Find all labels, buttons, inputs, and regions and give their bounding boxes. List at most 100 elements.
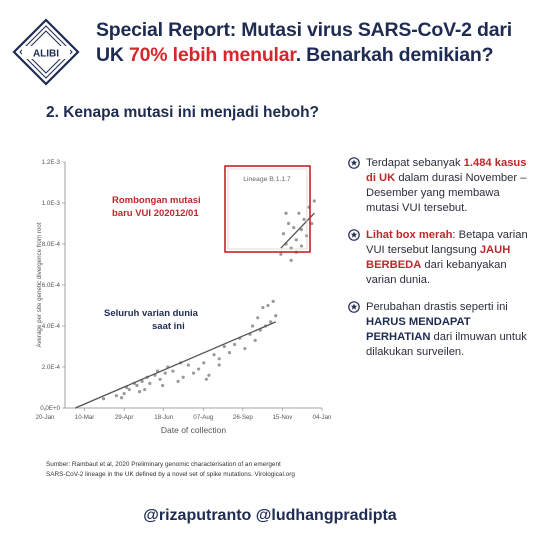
bullet-item: Terdapat sebanyak 1.484 kasus di UK dala… <box>348 156 534 216</box>
bullet-text: Terdapat sebanyak <box>366 157 464 169</box>
regression-line <box>280 212 315 249</box>
data-point-inset <box>310 221 314 226</box>
x-tick-label: 04-Jan <box>313 414 332 421</box>
x-tick-label: 15-Nov <box>272 414 293 421</box>
x-tick-label: 20-Jan <box>36 414 55 421</box>
data-point <box>135 383 139 388</box>
data-point <box>207 373 211 377</box>
inset-red-box <box>224 165 311 253</box>
data-point <box>114 394 118 398</box>
bullet-text: dalam durasi November – Desember yang me… <box>366 172 527 214</box>
data-point <box>148 381 152 385</box>
chart-axes: 20-Jan 10-Mar 29-Apr 18-Jun 07-Aug 26-Sep 15-N… <box>36 159 332 435</box>
source-citation: Sumber: Rambaut et al, 2020 Preliminary … <box>46 460 466 480</box>
bullet-highlight: Lihat box merah <box>366 229 453 241</box>
bullet-highlight: 1.484 kasus di UK <box>366 157 527 184</box>
title-highlight: 70% lebih menular <box>128 44 296 66</box>
data-point <box>197 367 201 371</box>
bullet-highlight: JAUH BERBEDA <box>366 244 511 271</box>
data-point <box>137 390 142 394</box>
title-line-1: Special Report: Mutasi virus SARS-CoV-2 … <box>96 19 512 41</box>
data-point <box>158 377 162 381</box>
source-line-1: Sumber: Rambaut et al, 2020 Preliminary … <box>46 461 281 468</box>
bullet-text: : Betapa varian VUI tersebut langsung <box>366 229 528 256</box>
data-point <box>269 320 273 324</box>
data-point <box>122 392 126 396</box>
y-tick-label: 4.0E-4 <box>42 323 61 330</box>
chart-points <box>101 199 316 401</box>
y-tick-label: 1.0E-3 <box>42 200 61 207</box>
data-point <box>212 353 216 357</box>
data-point <box>274 314 278 318</box>
logo-text: ALIBI <box>33 49 59 60</box>
y-tick-label: 6.0E-4 <box>42 282 61 289</box>
annotation-red-line-2: baru VUI 202012/01 <box>112 208 199 219</box>
data-point <box>266 303 270 308</box>
bullet-item: Perubahan drastis seperti ini HARUS MEND… <box>348 300 534 360</box>
data-point <box>140 379 144 383</box>
star-badge-icon <box>348 301 360 313</box>
divergence-chart: 20-Jan 10-Mar 29-Apr 18-Jun 07-Aug 26-Sep 15-N… <box>0 150 340 450</box>
data-point <box>227 351 232 355</box>
y-tick-label: 2.0E-4 <box>42 364 61 371</box>
chart-regression-lines <box>75 212 315 409</box>
data-point-inset <box>284 211 288 215</box>
alibi-logo: ALIBI <box>12 18 80 86</box>
inset-inner-box <box>227 168 308 250</box>
y-tick-label: 0.0E+0 <box>40 405 60 412</box>
data-point <box>171 369 175 373</box>
data-point-inset <box>286 221 291 226</box>
y-axis-label: Average per site genetic divergence from… <box>36 222 43 347</box>
annotation-red-line-1: Rombongan mutasi <box>112 195 201 206</box>
y-tick-label: 8.0E-4 <box>42 241 61 248</box>
data-point <box>163 371 167 375</box>
star-badge-icon <box>348 157 360 169</box>
data-point <box>261 305 265 310</box>
annotation-dark-line-1: Seluruh varian dunia <box>104 308 199 319</box>
section-title: 2. Kenapa mutasi ini menjadi heboh? <box>46 104 320 121</box>
page-title: Special Report: Mutasi virus SARS-CoV-2 … <box>96 18 526 68</box>
footer-handles: @rizaputranto @ludhangpradipta <box>143 507 397 524</box>
source-line-2: SARS-CoV-2 lineage in the UK defined by … <box>46 471 295 478</box>
data-point <box>101 397 106 401</box>
data-point-inset <box>312 199 316 203</box>
x-tick-label: 26-Sep <box>233 414 254 421</box>
data-point <box>222 344 226 349</box>
data-point <box>119 396 124 400</box>
regression-line <box>75 321 276 409</box>
x-tick-label: 10-Mar <box>75 414 95 421</box>
title-line-2-a: UK <box>96 44 129 66</box>
data-point <box>143 387 147 392</box>
x-tick-label: 07-Aug <box>193 414 214 421</box>
data-point <box>243 346 247 351</box>
chart-svg: 20-Jan 10-Mar 29-Apr 18-Jun 07-Aug 26-Sep 15-N… <box>36 159 332 435</box>
data-point <box>181 375 185 379</box>
x-axis-label: Date of collection <box>161 425 226 435</box>
data-point-inset <box>294 238 298 242</box>
data-point <box>127 387 131 392</box>
data-point <box>186 363 190 367</box>
data-point <box>233 342 237 347</box>
data-point-inset <box>281 232 286 236</box>
annotation-dark-line-2: saat ini <box>152 321 185 332</box>
data-point <box>253 338 257 342</box>
bullet-item: Lihat box merah: Betapa varian VUI terse… <box>348 228 534 288</box>
y-tick-label: 1.2E-3 <box>42 159 61 166</box>
data-point-inset <box>299 244 304 248</box>
data-point <box>217 363 221 367</box>
title-line-2: UK 70% lebih menular. Benarkah demikian? <box>96 43 526 68</box>
data-point-inset <box>304 234 309 238</box>
star-badge-icon <box>348 229 360 241</box>
data-point <box>191 371 196 375</box>
x-tick-label: 18-Jun <box>154 414 173 421</box>
data-point-inset <box>292 226 296 230</box>
data-point <box>204 377 208 381</box>
bullet-text: dari kebanyakan varian dunia. <box>366 259 507 286</box>
bullet-list: Terdapat sebanyak 1.484 kasus di UK dala… <box>348 156 534 372</box>
data-point-inset <box>279 252 283 256</box>
title-line-2-c: . Benarkah demikian? <box>295 44 494 66</box>
data-point-inset <box>297 211 301 215</box>
data-point <box>271 299 275 303</box>
inset-label: Lineage B.1.1.7 <box>243 176 291 183</box>
data-point <box>176 379 180 383</box>
